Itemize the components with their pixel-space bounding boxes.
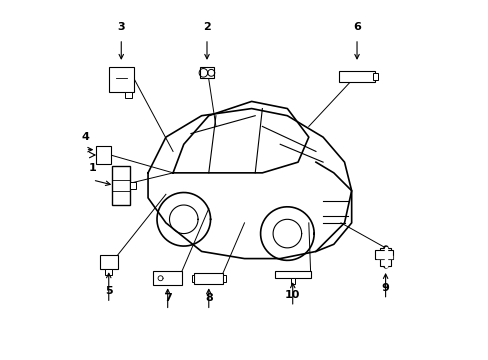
Bar	[223, 275, 225, 282]
Bar	[124, 93, 132, 98]
Text: 6: 6	[352, 22, 360, 32]
Bar	[339, 71, 374, 82]
Text: 10: 10	[285, 290, 300, 300]
Text: 2: 2	[203, 22, 210, 32]
Text: 5: 5	[105, 286, 112, 296]
Bar	[100, 255, 118, 269]
Text: 4: 4	[81, 132, 89, 143]
Text: 1: 1	[89, 163, 96, 173]
Bar	[380, 248, 390, 266]
Text: 7: 7	[163, 293, 171, 303]
Bar	[194, 273, 223, 284]
Bar	[130, 182, 135, 189]
Bar	[153, 271, 182, 285]
Bar	[200, 67, 214, 78]
Bar	[96, 146, 110, 164]
Bar	[374, 249, 392, 258]
Bar	[290, 278, 294, 284]
Bar	[372, 73, 378, 80]
Text: 9: 9	[381, 283, 389, 293]
Bar	[274, 271, 310, 278]
Bar	[108, 67, 134, 93]
Bar	[191, 275, 194, 282]
Bar	[105, 269, 112, 275]
Text: 3: 3	[117, 22, 125, 32]
Bar	[112, 166, 130, 205]
Text: 8: 8	[204, 293, 212, 303]
